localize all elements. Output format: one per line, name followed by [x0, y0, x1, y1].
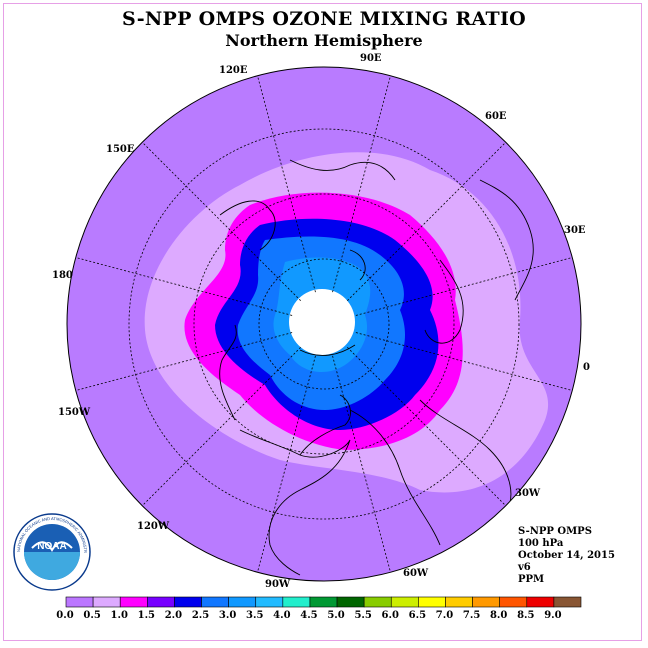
colorbar-swatch [255, 596, 284, 608]
colorbar-swatch [336, 596, 365, 608]
colorbar-swatch [174, 596, 202, 608]
colorbar-swatch [282, 596, 311, 608]
colorbar-label: 5.5 [354, 610, 371, 621]
info-level: 100 hPa [518, 538, 564, 549]
lon-label-150e: 150E [106, 144, 135, 155]
info-units: PPM [518, 574, 545, 585]
lon-label-120e: 120E [219, 65, 248, 76]
lon-label-0: 0 [583, 362, 590, 373]
lon-label-180: 180 [52, 270, 73, 281]
colorbar-swatch [228, 596, 257, 608]
longitude-grid [75, 75, 573, 573]
lon-label-30e: 30E [564, 225, 586, 236]
map-title: S-NPP OMPS OZONE MIXING RATIO [121, 8, 527, 30]
colorbar-label: 6.5 [409, 610, 426, 621]
lon-label-30w: 30W [515, 488, 541, 499]
colorbar-label: 1.0 [111, 610, 128, 621]
info-version: v6 [518, 562, 531, 573]
colorbar-swatch [445, 596, 473, 608]
colorbar-swatch [418, 596, 446, 608]
lon-label-120w: 120W [137, 521, 170, 532]
colorbar-label: 4.0 [273, 610, 290, 621]
colorbar-label: 6.0 [382, 610, 399, 621]
lon-label-60w: 60W [403, 568, 429, 579]
colorbar-swatch [499, 596, 528, 608]
coastlines [219, 159, 534, 576]
info-instrument: S-NPP OMPS [518, 526, 592, 537]
colorbar-swatch [363, 596, 392, 608]
colorbar-label: 7.5 [463, 610, 480, 621]
polar-night-gap [289, 289, 355, 355]
colorbar-label: 8.0 [490, 610, 507, 621]
colorbar-label: 2.5 [192, 610, 209, 621]
lon-label-60e: 60E [485, 111, 507, 122]
colorbar-label: 3.0 [219, 610, 236, 621]
latitude-grid [128, 128, 520, 520]
colorbar-swatch [472, 596, 500, 608]
colorbar: 0.0 0.5 1.0 1.5 2.0 2.5 3.0 3.5 4.0 4.5 5.0 5.5 6.0 6… [56, 596, 582, 621]
colorbar-label: 2.0 [165, 610, 182, 621]
colorbar-label: 5.0 [327, 610, 344, 621]
lon-label-90w: 90W [265, 579, 291, 590]
colorbar-swatch [119, 596, 148, 608]
colorbar-label: 4.5 [300, 610, 317, 621]
colorbar-label: 8.5 [517, 610, 534, 621]
colorbar-label: 1.5 [138, 610, 155, 621]
lon-label-90e: 90E [360, 53, 382, 64]
colorbar-label: 0.5 [83, 610, 100, 621]
noaa-logo-text: NOAA [37, 541, 66, 552]
lon-label-150w: 150W [58, 407, 91, 418]
info-date: October 14, 2015 [518, 550, 615, 561]
map-frame [3, 3, 642, 641]
colorbar-swatch [201, 596, 229, 608]
colorbar-swatch [553, 596, 582, 608]
colorbar-label: 3.5 [246, 610, 263, 621]
longitude-labels: 90E 60E 30E 0 30W 60W 90W 120W 150W 180 … [52, 53, 590, 590]
colorbar-swatch [65, 596, 94, 608]
colorbar-swatch [390, 596, 419, 608]
colorbar-swatch [526, 596, 555, 608]
colorbar-swatch [147, 596, 175, 608]
colorbar-swatch [92, 596, 121, 608]
map-border [66, 66, 582, 582]
colorbar-label: 0.0 [56, 610, 73, 621]
colorbar-swatch [309, 596, 338, 608]
map-subtitle: Northern Hemisphere [225, 31, 423, 50]
colorbar-label: 7.0 [436, 610, 453, 621]
colorbar-label: 9.0 [544, 610, 561, 621]
info-block: S-NPP OMPS 100 hPa October 14, 2015 v6 P… [518, 526, 615, 586]
